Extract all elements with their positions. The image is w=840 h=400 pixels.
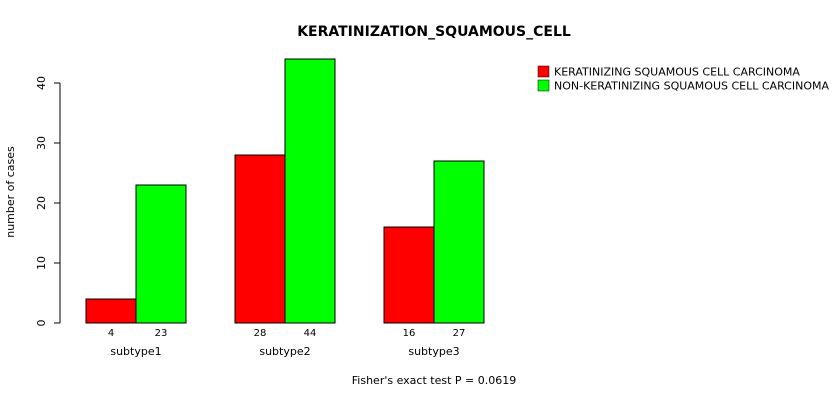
legend-label: NON-KERATINIZING SQUAMOUS CELL CARCINOMA <box>554 80 829 93</box>
y-tick-label: 20 <box>35 196 48 210</box>
y-tick-label: 10 <box>35 256 48 270</box>
legend-swatch <box>537 79 550 92</box>
y-tick-label: 30 <box>35 136 48 150</box>
bar-subtype2-non-keratinizing <box>284 58 336 324</box>
bar-subtype1-keratinizing <box>85 298 137 324</box>
y-tick-label: 0 <box>35 320 48 327</box>
bar-subtype3-non-keratinizing <box>433 160 485 324</box>
fisher-test-note: Fisher's exact test P = 0.0619 <box>352 374 516 387</box>
category-label-subtype2: subtype2 <box>259 345 310 358</box>
legend-swatch <box>537 65 550 78</box>
bar-value-label: 4 <box>108 328 114 339</box>
bar-value-label: 44 <box>304 328 317 339</box>
bar-subtype1-non-keratinizing <box>135 184 187 324</box>
legend: KERATINIZING SQUAMOUS CELL CARCINOMANON-… <box>537 65 829 93</box>
bar-subtype3-keratinizing <box>383 226 435 324</box>
legend-label: KERATINIZING SQUAMOUS CELL CARCINOMA <box>554 66 800 79</box>
y-axis-label: number of cases <box>4 146 17 238</box>
bar-value-labels: 4 23 28 44 16 27 <box>108 328 466 339</box>
y-axis: 0 10 20 30 40 <box>35 76 61 327</box>
bar-subtype2-keratinizing <box>234 154 286 324</box>
category-label-subtype3: subtype3 <box>408 345 459 358</box>
category-labels: subtype1 subtype2 subtype3 <box>110 345 459 358</box>
category-label-subtype1: subtype1 <box>110 345 161 358</box>
bars-group <box>85 58 485 324</box>
bar-value-label: 27 <box>453 328 466 339</box>
bar-value-label: 16 <box>403 328 416 339</box>
bar-value-label: 28 <box>254 328 267 339</box>
chart-title: KERATINIZATION_SQUAMOUS_CELL <box>297 24 571 40</box>
y-tick-label: 40 <box>35 76 48 90</box>
bar-value-label: 23 <box>155 328 168 339</box>
